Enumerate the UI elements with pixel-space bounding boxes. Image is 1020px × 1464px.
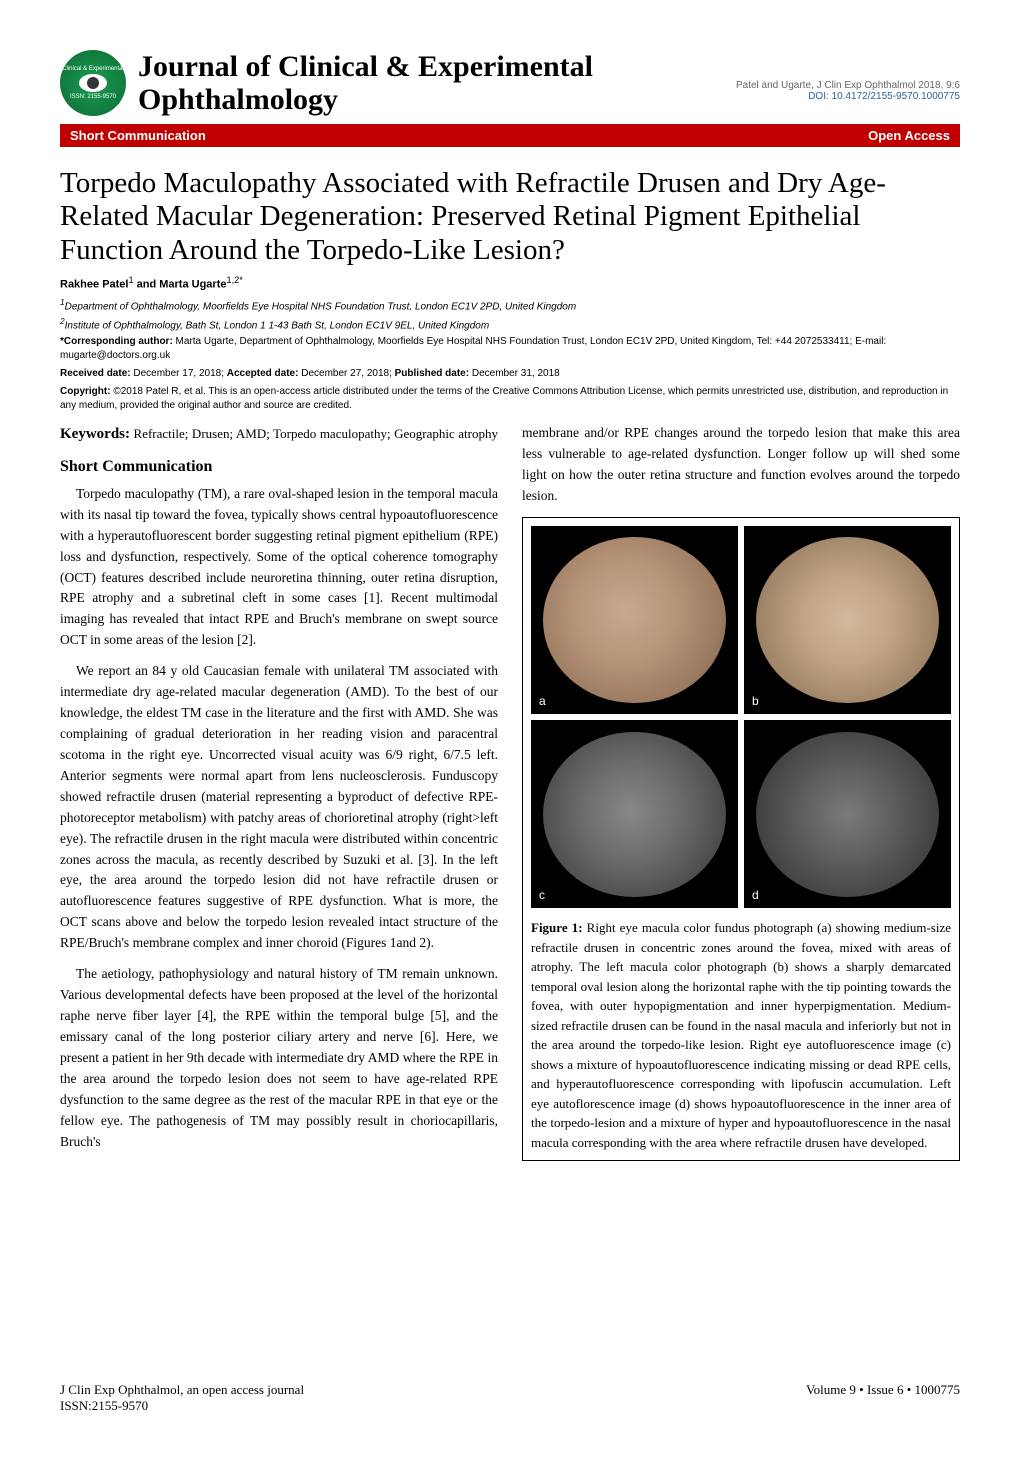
figure-1-panel-c: c [531, 720, 738, 908]
journal-title-line2: Ophthalmology [138, 83, 593, 116]
keywords: Keywords: Refractile; Drusen; AMD; Torpe… [60, 423, 498, 446]
citation-block: Patel and Ugarte, J Clin Exp Ophthalmol … [736, 80, 960, 102]
header-row: Clinical & Experimental ISSN: 2155-9570 … [60, 50, 960, 116]
right-column: membrane and/or RPE changes around the t… [522, 423, 960, 1162]
corresponding-author: *Corresponding author: Marta Ugarte, Dep… [60, 335, 960, 363]
section-heading: Short Communication [60, 458, 498, 476]
published-label: Published date: [395, 368, 469, 379]
journal-logo: Clinical & Experimental ISSN: 2155-9570 [60, 50, 126, 116]
figure-1-panel-b: b [744, 526, 951, 714]
citation-line: Patel and Ugarte, J Clin Exp Ophthalmol … [736, 80, 960, 91]
copyright-text: ©2018 Patel R, et al. This is an open-ac… [60, 386, 948, 411]
banner-left: Short Communication [70, 128, 206, 143]
logo-bottom-text: ISSN: 2155-9570 [70, 94, 116, 100]
fundus-disc-b [756, 537, 938, 703]
pupil-icon [87, 77, 99, 89]
journal-title-line1: Journal of Clinical & Experimental [138, 50, 593, 83]
figure-1-caption-label: Figure 1: [531, 920, 583, 935]
received-label: Received date: [60, 368, 131, 379]
paragraph-2: We report an 84 y old Caucasian female w… [60, 661, 498, 954]
article-title: Torpedo Maculopathy Associated with Refr… [60, 167, 960, 267]
fundus-disc-c [543, 732, 725, 898]
panel-label-c: c [539, 888, 545, 902]
paragraph-3: The aetiology, pathophysiology and natur… [60, 964, 498, 1152]
fundus-disc-a [543, 537, 725, 703]
fundus-disc-d [756, 732, 938, 898]
figure-1-grid: a b c d [531, 526, 951, 908]
panel-label-d: d [752, 888, 759, 902]
two-column-body: Keywords: Refractile; Drusen; AMD; Torpe… [60, 423, 960, 1162]
page-footer: J Clin Exp Ophthalmol, an open access jo… [60, 1382, 960, 1414]
published-date: December 31, 2018 [469, 368, 560, 379]
accepted-date: December 27, 2018; [298, 368, 394, 379]
corresponding-label: *Corresponding author: [60, 336, 173, 347]
footer-right: Volume 9 • Issue 6 • 1000775 [806, 1382, 960, 1414]
footer-journal: J Clin Exp Ophthalmol, an open access jo… [60, 1382, 304, 1398]
copyright: Copyright: ©2018 Patel R, et al. This is… [60, 385, 960, 413]
accepted-label: Accepted date: [227, 368, 299, 379]
left-column: Keywords: Refractile; Drusen; AMD; Torpe… [60, 423, 498, 1162]
paragraph-1: Torpedo maculopathy (TM), a rare oval-sh… [60, 484, 498, 651]
panel-label-b: b [752, 694, 759, 708]
figure-1-caption: Figure 1: Right eye macula color fundus … [531, 918, 951, 1152]
panel-label-a: a [539, 694, 546, 708]
authors: Rakhee Patel1 and Marta Ugarte1,2* [60, 275, 960, 291]
banner-right: Open Access [868, 128, 950, 143]
doi-link[interactable]: DOI: 10.4172/2155-9570.1000775 [808, 91, 960, 102]
paragraph-right-lead: membrane and/or RPE changes around the t… [522, 423, 960, 507]
affiliation-1: 1Department of Ophthalmology, Moorfields… [60, 297, 960, 312]
section-banner: Short Communication Open Access [60, 124, 960, 147]
logo-top-text: Clinical & Experimental [62, 66, 124, 72]
keywords-label: Keywords: [60, 426, 130, 442]
affiliation-2: 2Institute of Ophthalmology, Bath St, Lo… [60, 316, 960, 331]
figure-1-box: a b c d Figure 1: Right eye macula color… [522, 517, 960, 1161]
footer-left: J Clin Exp Ophthalmol, an open access jo… [60, 1382, 304, 1414]
copyright-label: Copyright: [60, 386, 111, 397]
eye-icon [79, 74, 107, 92]
received-date: December 17, 2018; [131, 368, 227, 379]
footer-issn: ISSN:2155-9570 [60, 1398, 304, 1414]
logo-title-group: Clinical & Experimental ISSN: 2155-9570 … [60, 50, 593, 116]
figure-1-caption-text: Right eye macula color fundus photograph… [531, 920, 951, 1150]
journal-title: Journal of Clinical & Experimental Ophth… [138, 50, 593, 116]
keywords-text: Refractile; Drusen; AMD; Torpedo maculop… [130, 426, 498, 441]
figure-1-panel-a: a [531, 526, 738, 714]
article-dates: Received date: December 17, 2018; Accept… [60, 367, 960, 381]
corresponding-text: Marta Ugarte, Department of Ophthalmolog… [60, 336, 886, 361]
figure-1-panel-d: d [744, 720, 951, 908]
